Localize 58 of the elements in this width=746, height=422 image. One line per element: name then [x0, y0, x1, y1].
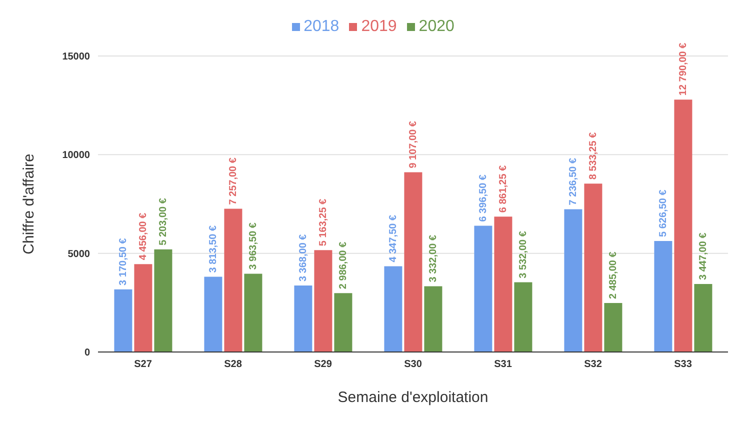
- data-label: 3 368,00 €: [298, 234, 310, 282]
- bar: [584, 184, 602, 352]
- data-label: 9 107,00 €: [408, 120, 420, 168]
- data-label: 5 203,00 €: [158, 198, 170, 246]
- data-label: 6 861,25 €: [498, 164, 510, 213]
- y-axis-title: Chiffre d'affaire: [20, 154, 38, 254]
- x-tick-label: S29: [314, 359, 332, 370]
- y-tick-label: 15000: [62, 52, 90, 63]
- data-label: 3 447,00 €: [698, 232, 710, 280]
- x-tick-label: S33: [674, 359, 692, 370]
- bar: [564, 209, 582, 352]
- bar: [384, 266, 402, 352]
- bar: [674, 100, 692, 352]
- x-tick-label: S32: [584, 359, 602, 370]
- legend-label: 2018: [304, 18, 340, 35]
- data-label: 3 332,00 €: [428, 234, 440, 282]
- data-label: 5 626,50 €: [658, 189, 670, 237]
- y-tick-label: 10000: [62, 150, 90, 162]
- bar: [424, 286, 442, 352]
- x-tick-label: S27: [134, 359, 152, 370]
- data-label: 12 790,00 €: [678, 42, 690, 96]
- data-label: 7 257,00 €: [228, 157, 240, 205]
- data-label: 7 236,50 €: [568, 157, 580, 206]
- bar: [494, 216, 512, 352]
- data-label: 3 963,50 €: [248, 222, 260, 270]
- data-label: 2 986,00 €: [338, 241, 350, 290]
- y-tick-label: 0: [84, 348, 90, 359]
- bar: [224, 208, 242, 352]
- bar: [204, 276, 222, 352]
- x-tick-label: S30: [404, 359, 422, 370]
- data-label: 3 532,00 €: [518, 230, 530, 278]
- bar: [134, 264, 152, 352]
- bar: [474, 226, 492, 352]
- x-axis-title: Semaine d'exploitation: [338, 389, 488, 406]
- data-label: 4 456,00 €: [138, 212, 150, 260]
- bar: [294, 286, 312, 352]
- x-tick-label: S28: [224, 359, 242, 370]
- legend-label: 2020: [418, 18, 454, 35]
- legend-label: 2019: [361, 18, 397, 35]
- bar: [114, 289, 132, 352]
- data-label: 4 347,50 €: [388, 214, 400, 262]
- data-label: 5 163,25 €: [318, 198, 330, 246]
- bar: [404, 172, 422, 352]
- data-label: 3 170,50 €: [118, 238, 130, 286]
- x-tick-label: S31: [494, 359, 512, 370]
- bar: [604, 302, 622, 352]
- bar: [654, 240, 672, 352]
- bar: [154, 249, 172, 352]
- data-label: 6 396,50 €: [478, 174, 490, 222]
- bar: [694, 284, 712, 352]
- y-tick-label: 5000: [68, 248, 90, 260]
- data-label: 3 813,50 €: [208, 225, 220, 273]
- bar: [514, 282, 532, 352]
- bar: [314, 250, 332, 352]
- data-label: 8 533,25 €: [588, 132, 600, 180]
- data-label: 2 485,00 €: [608, 251, 620, 299]
- bar: [244, 274, 262, 352]
- bar: [334, 293, 352, 352]
